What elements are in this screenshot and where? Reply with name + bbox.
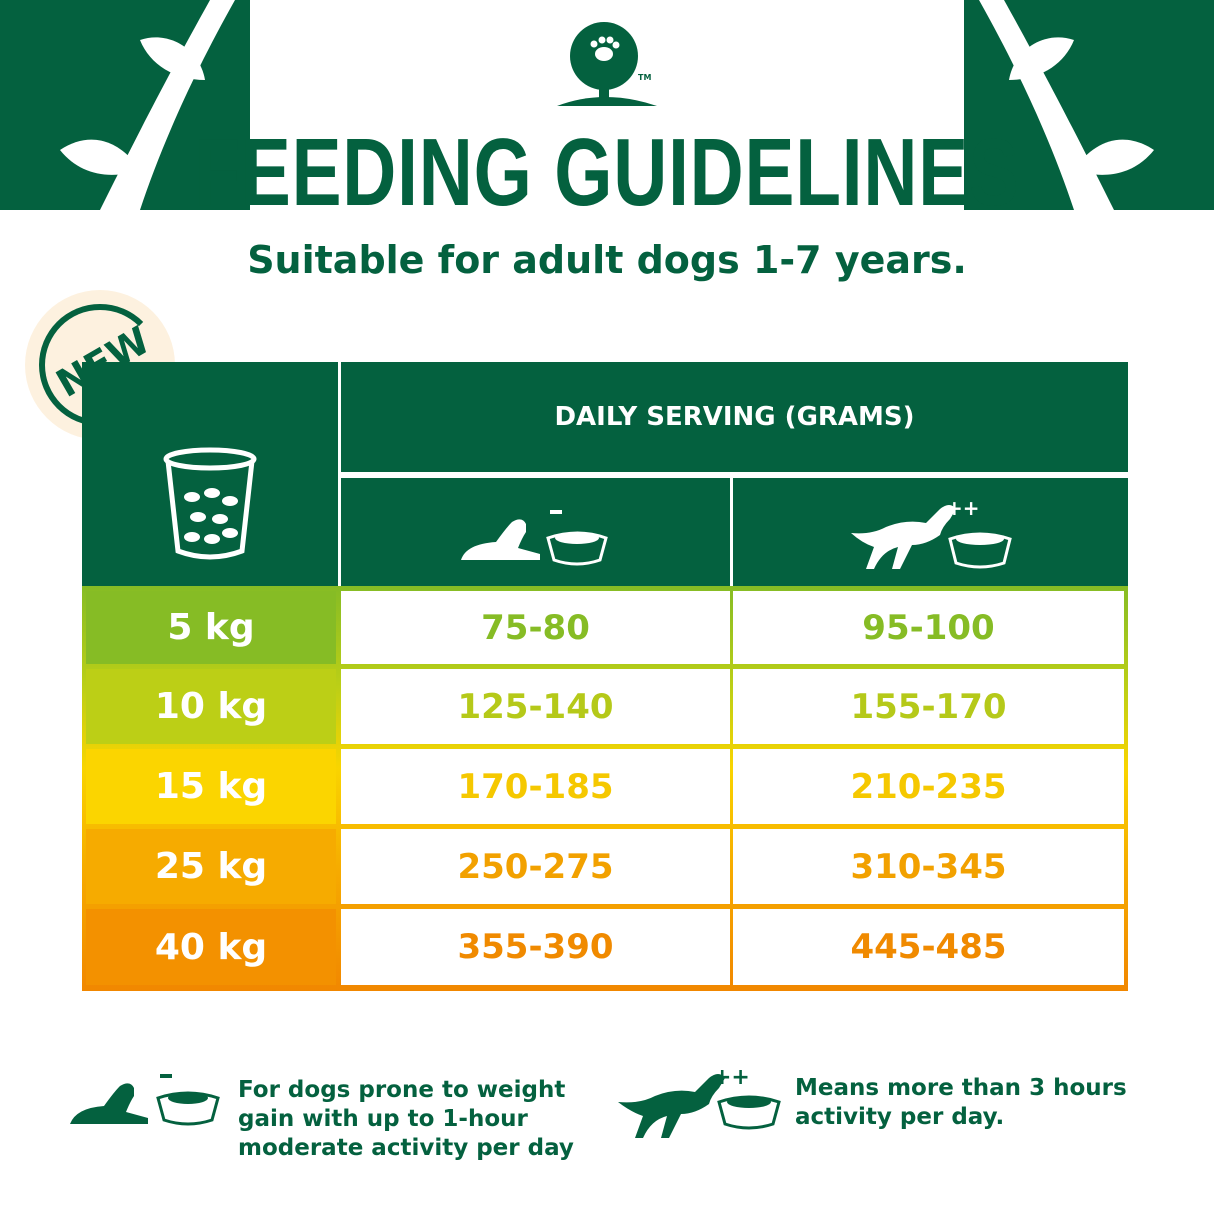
trademark: TM <box>638 73 651 82</box>
decorative-leaf-band-right <box>964 0 1214 210</box>
low-activity-serving-cell: 75-80 <box>341 591 730 664</box>
weight-cell: 5 kg <box>86 591 336 664</box>
measuring-cup-icon <box>163 447 257 560</box>
weight-cell: 25 kg <box>86 829 336 904</box>
low-activity-serving-cell: 355-390 <box>341 909 730 985</box>
page-title: FEEDING GUIDELINES <box>194 119 1020 226</box>
leaf-icon <box>60 0 235 210</box>
low-activity-serving-cell: 170-185 <box>341 749 730 824</box>
daily-serving-header: DAILY SERVING (GRAMS) <box>341 362 1128 472</box>
weight-cell: 15 kg <box>86 749 336 824</box>
jumping-dog-bowl-icon: ++ <box>850 496 1012 569</box>
low-activity-serving-cell: 125-140 <box>341 669 730 744</box>
low-activity-header <box>341 478 730 588</box>
weight-cell: 40 kg <box>86 909 336 985</box>
svg-text:++: ++ <box>946 496 980 520</box>
legend-high-activity-icon: ++ <box>615 1062 785 1146</box>
weight-cell: 10 kg <box>86 669 336 744</box>
resting-dog-bowl-icon <box>460 510 608 566</box>
legend-high-activity-text: Means more than 3 hours activity per day… <box>795 1075 1127 1130</box>
low-activity-serving-cell: 250-275 <box>341 829 730 904</box>
high-activity-serving-cell: 95-100 <box>733 591 1124 664</box>
decorative-leaf-band-left <box>0 0 250 210</box>
scoop-header-cell <box>82 362 338 588</box>
high-activity-serving-cell: 210-235 <box>733 749 1124 824</box>
page-subtitle: Suitable for adult dogs 1-7 years. <box>247 238 967 282</box>
svg-text:++: ++ <box>713 1065 750 1090</box>
leaf-icon <box>979 0 1154 210</box>
high-activity-serving-cell: 445-485 <box>733 909 1124 985</box>
legend-low-activity-text: For dogs prone to weight gain with up to… <box>238 1077 574 1161</box>
high-activity-serving-cell: 155-170 <box>733 669 1124 744</box>
legend-low-activity-icon <box>68 1068 223 1134</box>
high-activity-serving-cell: 310-345 <box>733 829 1124 904</box>
high-activity-header: ++ <box>733 478 1128 588</box>
brand-logo-tree: TM <box>552 18 662 110</box>
